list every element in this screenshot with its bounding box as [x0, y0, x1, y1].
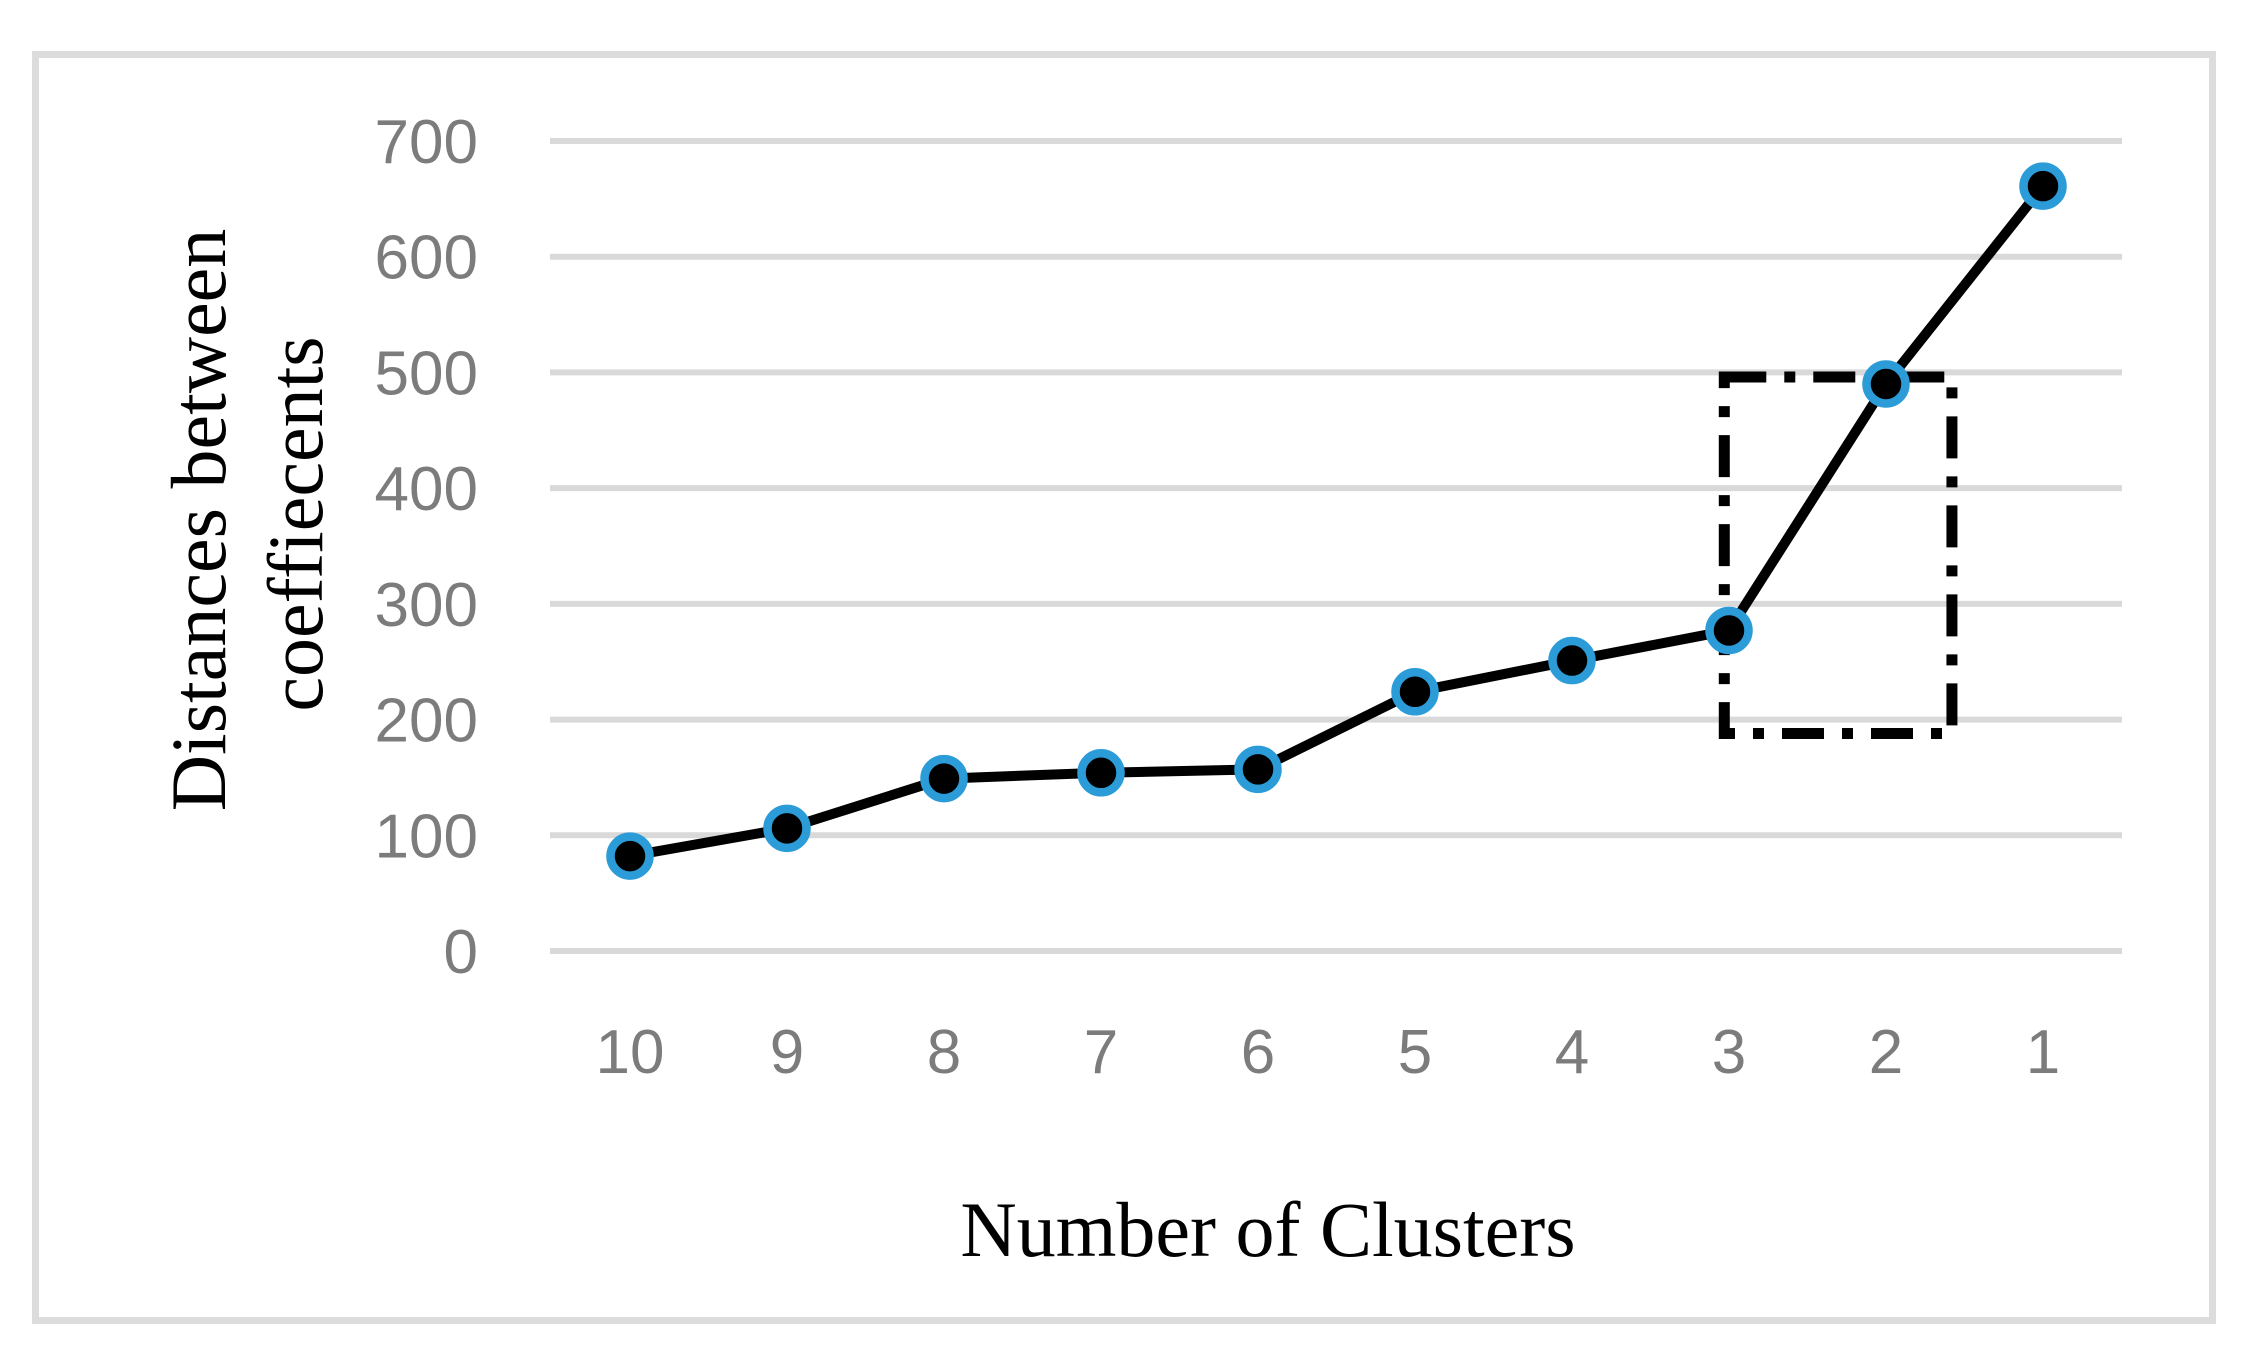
y-axis-title-line-2: coeffiecents	[252, 336, 339, 711]
y-tick-label: 500	[375, 339, 478, 408]
y-tick-label: 100	[375, 802, 478, 871]
series-line	[625, 181, 2048, 862]
data-point-marker	[606, 832, 654, 880]
series-layer	[625, 181, 2048, 862]
data-point-marker	[920, 754, 968, 803]
x-tick-label: 9	[770, 1018, 804, 1087]
data-point-marker	[2019, 162, 2067, 210]
y-tick-label: 200	[375, 687, 478, 756]
x-tick-label: 10	[596, 1018, 665, 1087]
data-point-marker	[1077, 749, 1125, 797]
y-tick-label-group: 0 100 200 300 400 500 600 700	[375, 108, 478, 987]
data-point-marker	[1234, 745, 1282, 794]
y-tick-label: 300	[375, 571, 478, 640]
gridline-group	[550, 138, 2122, 954]
elbow-highlight-box	[1718, 371, 1958, 739]
x-tick-label: 5	[1398, 1018, 1432, 1087]
marker-layer	[606, 162, 2067, 880]
x-tick-label: 6	[1241, 1018, 1275, 1087]
x-tick-label: 2	[1869, 1018, 1903, 1087]
x-tick-label: 3	[1712, 1018, 1746, 1087]
x-tick-label: 4	[1555, 1018, 1589, 1087]
x-tick-label: 7	[1084, 1018, 1118, 1087]
x-axis-title: Number of Clusters	[960, 1186, 1575, 1273]
y-tick-label: 700	[375, 108, 478, 177]
x-tick-label: 1	[2026, 1018, 2060, 1087]
data-point-marker	[1705, 606, 1753, 655]
data-point-marker	[1862, 360, 1910, 408]
y-tick-label: 0	[444, 918, 478, 987]
y-tick-label: 400	[375, 455, 478, 524]
y-tick-label: 600	[375, 224, 478, 293]
y-axis-title-line-1: Distances between	[155, 229, 242, 812]
x-tick-label-group: 10 9 8 7 6 5 4 3 2 1	[596, 1018, 2061, 1087]
data-point-marker	[1548, 636, 1596, 685]
x-tick-label: 8	[927, 1018, 961, 1087]
data-point-marker	[763, 804, 811, 853]
annotation-layer	[1718, 371, 1958, 739]
data-point-marker	[1391, 668, 1439, 716]
